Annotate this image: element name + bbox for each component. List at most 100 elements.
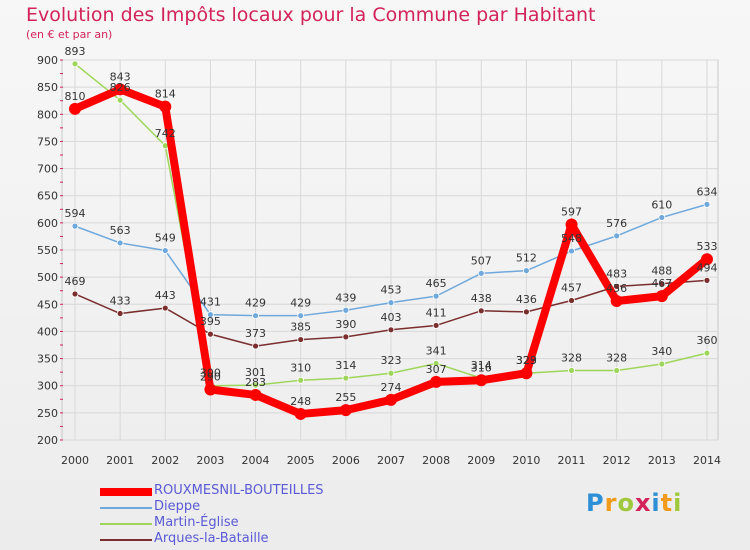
data-label: 328 <box>561 352 582 365</box>
data-point <box>387 326 395 334</box>
series <box>69 60 713 420</box>
x-tick-label: 2012 <box>603 454 631 467</box>
x-tick-label: 2003 <box>196 454 224 467</box>
y-tick-label: 300 <box>37 380 58 393</box>
data-point <box>387 299 395 307</box>
legend-item-arques[interactable]: Arques-la-Bataille <box>100 531 420 548</box>
data-point <box>432 322 440 329</box>
logo-letter: t <box>660 489 674 517</box>
data-point <box>387 369 395 377</box>
proxiti-logo: Proxiti <box>586 489 682 517</box>
data-point <box>297 312 305 320</box>
data-label: 360 <box>696 334 717 347</box>
legend-swatch <box>100 507 152 509</box>
data-label: 438 <box>471 292 492 305</box>
data-label: 385 <box>290 321 311 334</box>
legend-swatch <box>100 488 152 496</box>
data-point <box>384 393 397 406</box>
data-point <box>658 360 666 368</box>
x-tick-label: 2002 <box>151 454 179 467</box>
data-point <box>613 282 621 290</box>
data-label: 597 <box>561 205 582 218</box>
data-point <box>432 292 440 300</box>
y-tick-label: 400 <box>37 325 58 338</box>
legend-swatch <box>100 539 152 541</box>
data-label: 893 <box>65 45 86 58</box>
data-label: 307 <box>426 363 447 376</box>
data-label: 433 <box>110 295 131 308</box>
y-tick-label: 750 <box>37 135 58 148</box>
logo-letter: P <box>586 489 605 517</box>
data-point <box>116 96 124 104</box>
x-tick-label: 2004 <box>242 454 270 467</box>
data-label: 594 <box>65 207 86 220</box>
data-label: 373 <box>245 327 266 340</box>
y-tick-label: 900 <box>37 54 58 67</box>
data-label: 563 <box>110 224 131 237</box>
data-point <box>520 367 533 380</box>
data-label: 429 <box>245 297 266 310</box>
legend-label: Dieppe <box>154 499 201 514</box>
data-label: 453 <box>380 284 401 297</box>
data-label: 576 <box>606 217 627 230</box>
x-tick-label: 2011 <box>558 454 586 467</box>
legend-swatch <box>100 523 152 525</box>
data-point <box>114 83 127 96</box>
data-label: 314 <box>471 359 492 372</box>
data-labels: 810 843 814 290 283 248 255 274 307 316 323 597 456 4… <box>65 45 718 408</box>
legend-item-dieppe[interactable]: Dieppe <box>100 499 420 516</box>
data-label: 323 <box>380 354 401 367</box>
y-tick-label: 650 <box>37 190 58 203</box>
data-label: 310 <box>290 361 311 374</box>
legend-item-rouxmesnil[interactable]: ROUXMESNIL-BOUTEILLES <box>100 483 420 500</box>
data-point <box>342 374 350 382</box>
data-point <box>700 253 713 266</box>
data-label: 810 <box>65 90 86 103</box>
logo-letter: x <box>634 489 652 517</box>
data-point <box>71 222 79 230</box>
data-point <box>430 375 443 388</box>
data-point <box>294 407 307 420</box>
y-tick-label: 350 <box>37 353 58 366</box>
legend-label: Martin-Église <box>154 515 239 530</box>
data-label: 483 <box>606 267 627 280</box>
data-label: 533 <box>696 240 717 253</box>
data-point <box>297 336 305 343</box>
legend-item-martin-eglise[interactable]: Martin-Église <box>100 515 420 532</box>
data-label: 512 <box>516 252 537 265</box>
x-tick-label: 2009 <box>467 454 495 467</box>
data-label: 814 <box>155 88 176 101</box>
data-label: 316 <box>471 361 492 374</box>
data-point <box>475 374 488 387</box>
data-label: 465 <box>426 277 447 290</box>
y-tick-label: 600 <box>37 217 58 230</box>
data-label: 456 <box>606 282 627 295</box>
data-point <box>116 239 124 247</box>
data-label: 439 <box>335 291 356 304</box>
x-tick-label: 2010 <box>512 454 540 467</box>
data-point <box>568 367 575 374</box>
data-label: 390 <box>335 318 356 331</box>
y-tick-label: 500 <box>37 271 58 284</box>
x-tick-label: 2014 <box>693 454 721 467</box>
data-point <box>523 267 530 275</box>
logo-letter: o <box>617 489 635 517</box>
data-point <box>477 269 485 277</box>
data-point <box>342 306 350 314</box>
data-label: 403 <box>380 311 401 324</box>
y-tick-label: 700 <box>37 163 58 176</box>
data-point <box>249 388 262 401</box>
data-point <box>523 308 530 316</box>
data-point <box>339 404 352 417</box>
x-tick-label: 2000 <box>61 454 89 467</box>
data-point <box>568 247 575 255</box>
data-label: 340 <box>651 345 672 358</box>
y-tick-label: 250 <box>37 407 58 420</box>
data-label: 610 <box>651 198 672 211</box>
logo-letter: i <box>651 489 661 517</box>
data-label: 742 <box>155 127 176 140</box>
legend-label: ROUXMESNIL-BOUTEILLES <box>154 483 324 498</box>
y-tick-label: 450 <box>37 298 58 311</box>
data-point <box>703 349 711 357</box>
data-point <box>207 330 214 338</box>
